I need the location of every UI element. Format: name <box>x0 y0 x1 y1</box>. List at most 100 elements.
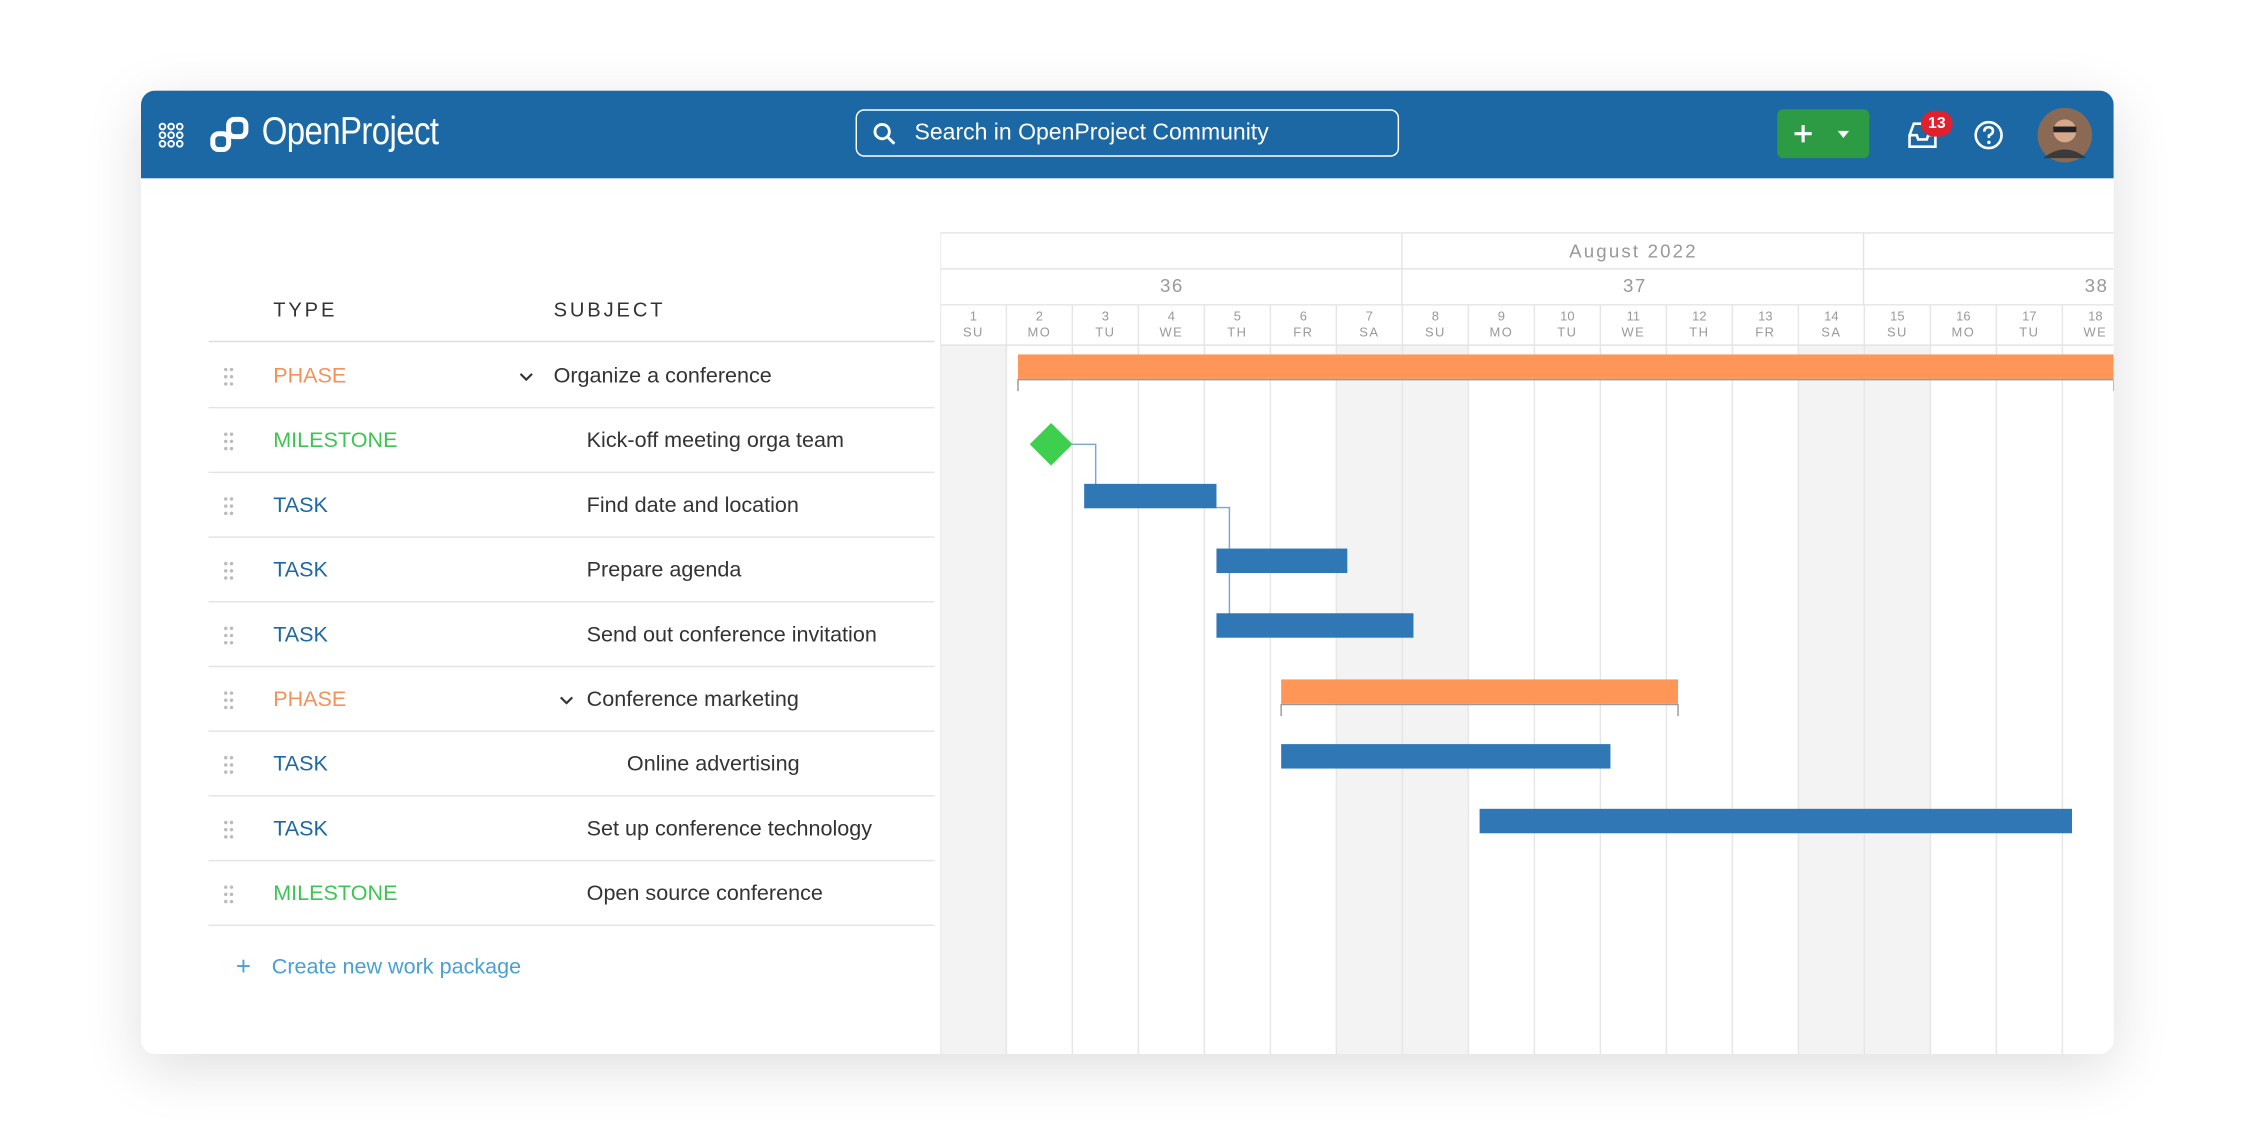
type-cell: TASK <box>273 557 328 583</box>
task-bar[interactable] <box>1479 808 2073 834</box>
app-menu-icon[interactable] <box>158 122 184 148</box>
day-number: 16 <box>1956 309 1970 324</box>
type-cell: MILESTONE <box>273 428 398 453</box>
phase-bracket <box>1017 378 2114 392</box>
handle-dot <box>229 641 234 645</box>
table-row[interactable] <box>208 795 935 862</box>
table-row[interactable] <box>208 730 935 797</box>
day-weekday: SA <box>1359 324 1379 339</box>
day-number: 13 <box>1758 309 1772 324</box>
drag-handle <box>224 691 234 710</box>
search-icon <box>873 122 896 145</box>
day-weekday: FR <box>1293 324 1313 339</box>
subject-cell: Send out conference invitation <box>586 622 877 648</box>
brand[interactable]: OpenProject <box>261 109 439 153</box>
create-link[interactable]: Create new work package <box>271 954 522 980</box>
subject-cell: Organize a conference <box>553 363 772 389</box>
handle-dot <box>229 763 234 767</box>
weekend-shade <box>1864 345 1931 1054</box>
header-divider <box>208 340 935 343</box>
subject-cell: Set up conference technology <box>586 816 873 842</box>
handle-dot <box>229 892 234 897</box>
drag-handle <box>224 561 234 580</box>
type-cell: TASK <box>273 622 328 648</box>
day-number: 15 <box>1890 309 1904 324</box>
collapse-toggle[interactable] <box>559 696 574 708</box>
handle-dot <box>224 899 228 904</box>
logo-icon[interactable] <box>210 115 253 155</box>
search-box[interactable]: Search in OpenProject Community <box>855 109 1400 157</box>
task-bar[interactable] <box>1216 548 1348 574</box>
handle-dot <box>224 698 228 702</box>
handle-dot <box>229 633 234 638</box>
day-weekday: WE <box>1622 324 1646 339</box>
day-number: 11 <box>1627 309 1640 324</box>
day-number: 17 <box>2022 309 2036 324</box>
table-row[interactable] <box>208 601 935 668</box>
day-weekday: SU <box>1887 324 1908 339</box>
day-weekday: WE <box>1160 324 1184 339</box>
drag-handle <box>224 820 234 839</box>
top-bar: OpenProject Search in OpenProject Commun… <box>140 90 2114 179</box>
search-placeholder: Search in OpenProject Community <box>914 120 1269 146</box>
day-number: 10 <box>1560 309 1574 324</box>
task-bar[interactable] <box>1281 744 1611 769</box>
handle-dot <box>224 885 228 889</box>
handle-dot <box>224 382 228 386</box>
phase-bracket <box>1280 703 1679 717</box>
notification-badge: 13 <box>1921 110 1953 137</box>
handle-dot <box>229 698 234 702</box>
handle-dot <box>224 497 228 501</box>
handle-dot <box>229 511 234 516</box>
subject-cell: Find date and location <box>586 493 799 518</box>
day-weekday: MO <box>1490 324 1514 339</box>
task-bar[interactable] <box>1216 613 1414 638</box>
handle-dot <box>229 561 234 566</box>
handle-dot <box>229 446 234 451</box>
table-row[interactable] <box>208 342 935 409</box>
table-row[interactable] <box>208 860 935 927</box>
handle-dot <box>224 561 228 566</box>
table-row[interactable] <box>208 536 935 603</box>
day-weekday: MO <box>1952 324 1976 339</box>
avatar[interactable] <box>2036 106 2094 164</box>
handle-dot <box>229 375 234 379</box>
table-row[interactable] <box>208 407 935 474</box>
phase-bar[interactable] <box>1281 679 1679 704</box>
drag-handle <box>224 367 234 386</box>
task-bar[interactable] <box>1084 483 1217 509</box>
handle-dot <box>229 820 234 825</box>
day-number: 5 <box>1234 309 1241 324</box>
handle-dot <box>229 705 234 710</box>
day-weekday: TU <box>1095 324 1115 339</box>
phase-bar[interactable] <box>1018 354 2114 379</box>
type-cell: TASK <box>273 752 328 777</box>
help-icon[interactable] <box>1973 119 2005 151</box>
day-number: 14 <box>1824 309 1838 324</box>
drag-handle <box>224 756 234 774</box>
drag-handle <box>224 432 234 451</box>
handle-dot <box>229 835 234 839</box>
handle-dot <box>224 504 228 508</box>
day-weekday: FR <box>1755 324 1775 339</box>
type-cell: TASK <box>273 816 328 842</box>
create-button[interactable] <box>1777 109 1870 159</box>
column-header: SUBJECT <box>553 297 666 321</box>
chevron <box>560 696 574 705</box>
gantt-chart: 1SU2MO3TU4WE5TH6FR7SA8SU9MO10TU11WE12TH1… <box>940 232 2114 1054</box>
handle-dot <box>229 504 234 508</box>
day-number: 7 <box>1366 309 1373 324</box>
column-header: TYPE <box>273 297 338 321</box>
collapse-toggle[interactable] <box>519 372 533 384</box>
table-row[interactable] <box>208 472 935 538</box>
day-weekday: WE <box>2084 324 2108 339</box>
handle-dot <box>229 770 234 774</box>
handle-dot <box>224 892 228 897</box>
month-label: August 2022 <box>1569 240 1698 261</box>
type-cell: PHASE <box>273 687 347 712</box>
table-row[interactable] <box>208 666 935 732</box>
handle-dot <box>229 885 234 889</box>
handle-dot <box>229 626 234 631</box>
